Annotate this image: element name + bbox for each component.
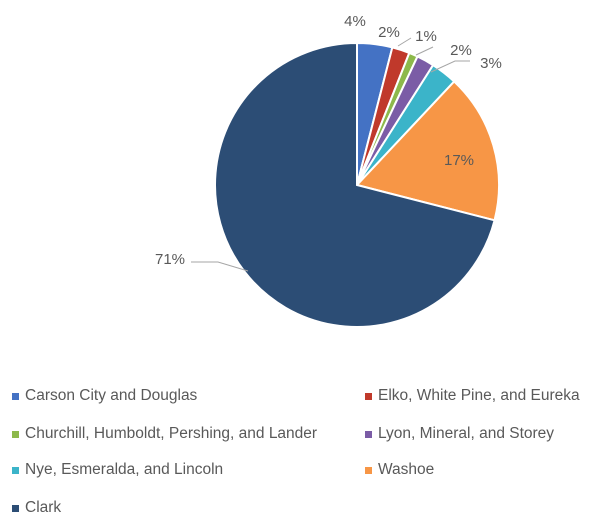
data-label-elko: 2% [378, 24, 400, 41]
legend-label-lyon: Lyon, Mineral, and Storey [378, 425, 555, 442]
leader-line-nye [430, 60, 470, 73]
data-label-nye: 3% [480, 55, 502, 72]
legend-item-elko: Elko, White Pine, and Eureka [365, 386, 580, 406]
leader-line-clark [191, 261, 249, 272]
data-label-churchill: 1% [415, 28, 437, 45]
legend-swatch-lyon [365, 430, 372, 438]
pie-chart: 4% 2% 1% 2% 3% 17% 71% [155, 13, 502, 328]
legend-swatch-nye [12, 466, 19, 474]
legend-label-washoe: Washoe [378, 461, 435, 478]
legend-item-clark: Clark [12, 498, 61, 518]
legend-label-nye: Nye, Esmeralda, and Lincoln [25, 461, 224, 478]
pie-slices [214, 41, 500, 328]
slice-labels: 4% 2% 1% 2% 3% 17% 71% [155, 13, 502, 268]
legend-item-nye: Nye, Esmeralda, and Lincoln [12, 460, 223, 480]
legend-swatch-washoe [365, 466, 372, 474]
legend-label-churchill: Churchill, Humboldt, Pershing, and Lande… [25, 425, 318, 442]
data-label-washoe: 17% [444, 152, 474, 169]
legend-swatch-elko [365, 392, 372, 400]
leader-lines [191, 37, 470, 272]
data-label-carson: 4% [344, 13, 366, 30]
leader-line-churchill [397, 37, 412, 47]
legend-item-lyon: Lyon, Mineral, and Storey [365, 424, 554, 444]
leader-line-lyon [415, 46, 434, 56]
legend-label-elko: Elko, White Pine, and Eureka [378, 387, 580, 404]
legend-item-washoe: Washoe [365, 460, 434, 480]
legend-label-carson: Carson City and Douglas [25, 387, 198, 404]
legend: Carson City and Douglas Elko, White Pine,… [0, 380, 605, 518]
legend-item-churchill: Churchill, Humboldt, Pershing, and Lande… [12, 424, 317, 444]
legend-label-clark: Clark [25, 499, 62, 516]
pie-slice-clark [214, 41, 496, 328]
data-label-lyon: 2% [450, 42, 472, 59]
data-label-clark: 71% [155, 251, 185, 268]
legend-item-carson: Carson City and Douglas [12, 386, 197, 406]
pie-slice-washoe [355, 80, 500, 222]
legend-swatch-churchill [12, 430, 19, 438]
legend-swatch-carson [12, 392, 19, 400]
legend-swatch-clark [12, 504, 19, 512]
